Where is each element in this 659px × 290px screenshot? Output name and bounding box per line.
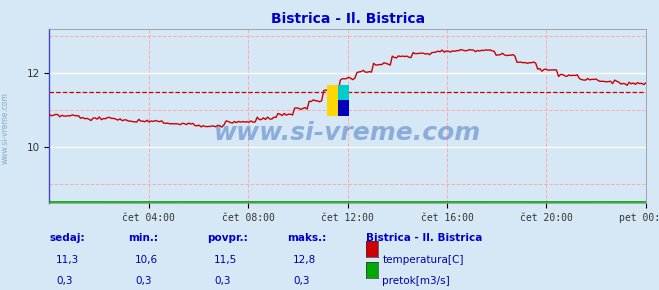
Bar [338,100,349,116]
Text: 0,3: 0,3 [214,276,231,286]
Text: 10,6: 10,6 [135,255,158,265]
Title: Bistrica - Il. Bistrica: Bistrica - Il. Bistrica [271,12,424,26]
Text: pretok[m3/s]: pretok[m3/s] [382,276,450,286]
Text: 0,3: 0,3 [293,276,310,286]
Text: povpr.:: povpr.: [208,233,248,243]
Text: sedaj:: sedaj: [49,233,85,243]
Text: maks.:: maks.: [287,233,326,243]
Text: temperatura[C]: temperatura[C] [382,255,464,265]
Bar [327,85,338,116]
Text: 11,5: 11,5 [214,255,237,265]
Text: Bistrica - Il. Bistrica: Bistrica - Il. Bistrica [366,233,482,243]
Text: www.si-vreme.com: www.si-vreme.com [214,122,481,145]
Text: 0,3: 0,3 [135,276,152,286]
Text: 12,8: 12,8 [293,255,316,265]
Bar [338,85,349,100]
Text: 11,3: 11,3 [56,255,79,265]
Text: www.si-vreme.com: www.si-vreme.com [1,92,10,164]
Text: min.:: min.: [129,233,159,243]
Text: 0,3: 0,3 [56,276,72,286]
